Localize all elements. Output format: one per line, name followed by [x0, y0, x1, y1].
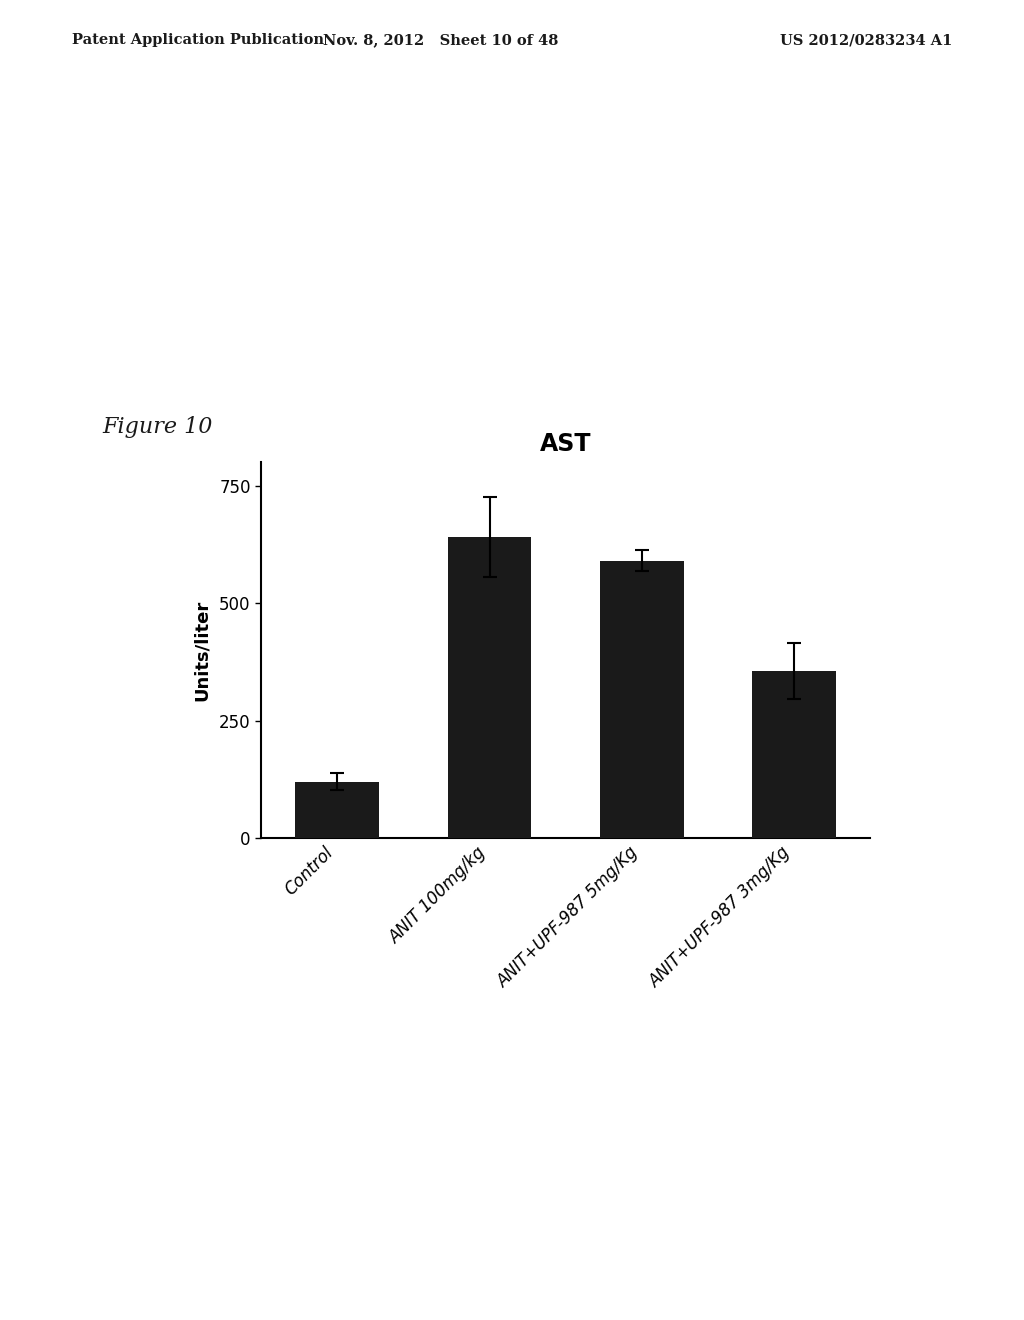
Bar [600, 561, 684, 838]
Title: AST: AST [540, 432, 592, 455]
Text: Nov. 8, 2012   Sheet 10 of 48: Nov. 8, 2012 Sheet 10 of 48 [323, 33, 558, 48]
Text: Patent Application Publication: Patent Application Publication [72, 33, 324, 48]
Text: Figure 10: Figure 10 [102, 416, 213, 438]
Bar [447, 537, 531, 838]
Bar [295, 781, 379, 838]
Y-axis label: Units/liter: Units/liter [193, 599, 211, 701]
Text: US 2012/0283234 A1: US 2012/0283234 A1 [780, 33, 952, 48]
Bar [753, 672, 837, 838]
